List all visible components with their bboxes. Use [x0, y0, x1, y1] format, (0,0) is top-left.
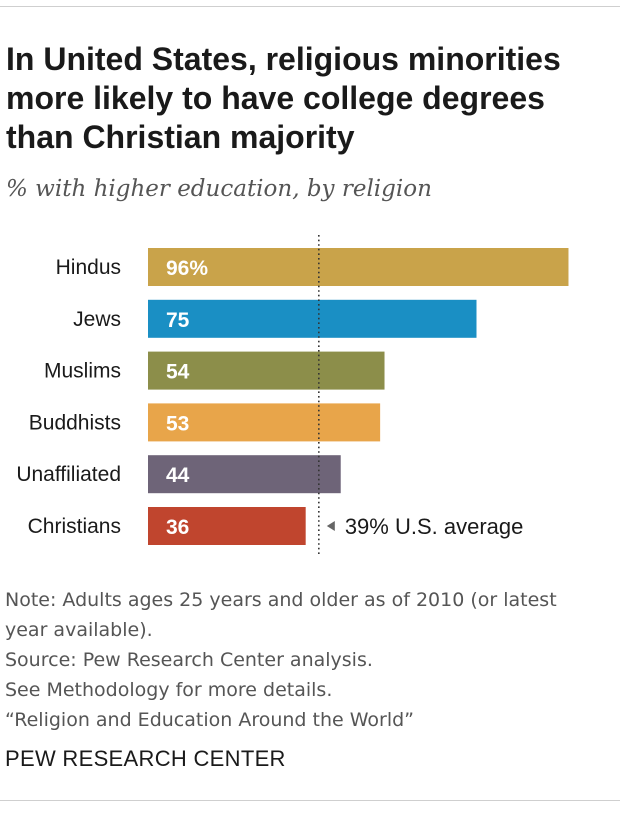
title-line: than Christian majority	[6, 119, 355, 155]
bar-jews	[148, 299, 477, 338]
category-label: Muslims	[44, 360, 121, 383]
bar-chart: Hindus 96% Jews 75 Muslims 54 Buddhists 53 Unaff…	[16, 235, 569, 555]
title-line: In United States, religious minorities	[6, 41, 561, 77]
top-rule	[0, 6, 620, 7]
footer-brand: PEW RESEARCH CENTER	[5, 746, 286, 771]
value-label: 36	[166, 516, 189, 539]
average-pointer-icon	[326, 521, 335, 531]
methodology-line: See Methodology for more details.	[5, 679, 333, 701]
value-label: 44	[166, 464, 190, 487]
category-label: Hindus	[56, 256, 121, 279]
bar-hindus	[148, 248, 569, 286]
value-label: 96%	[166, 257, 208, 280]
value-label: 75	[166, 309, 190, 332]
bar-christians	[148, 507, 306, 545]
bar-buddhists	[148, 403, 381, 442]
category-label: Buddhists	[29, 411, 121, 434]
value-label: 54	[166, 361, 190, 384]
title-line: more likely to have college degrees	[6, 80, 545, 116]
chart-subtitle: % with higher education, by religion	[6, 176, 432, 202]
category-label: Jews	[73, 308, 121, 331]
bar-muslims	[148, 351, 385, 390]
note-line: year available).	[5, 619, 153, 641]
source-line: Source: Pew Research Center analysis.	[5, 649, 373, 671]
category-label: Unaffiliated	[16, 463, 121, 486]
category-label: Christians	[28, 515, 121, 538]
report-title-line: “Religion and Education Around the World…	[5, 709, 415, 731]
bar-unaffiliated	[148, 455, 341, 494]
note-line: Note: Adults ages 25 years and older as …	[5, 589, 557, 611]
bottom-rule	[0, 800, 620, 801]
chart-title: In United States, religious minorities m…	[6, 40, 606, 157]
average-label: 39% U.S. average	[345, 514, 524, 539]
value-label: 53	[166, 412, 189, 435]
chart-notes: Note: Adults ages 25 years and older as …	[5, 585, 610, 735]
